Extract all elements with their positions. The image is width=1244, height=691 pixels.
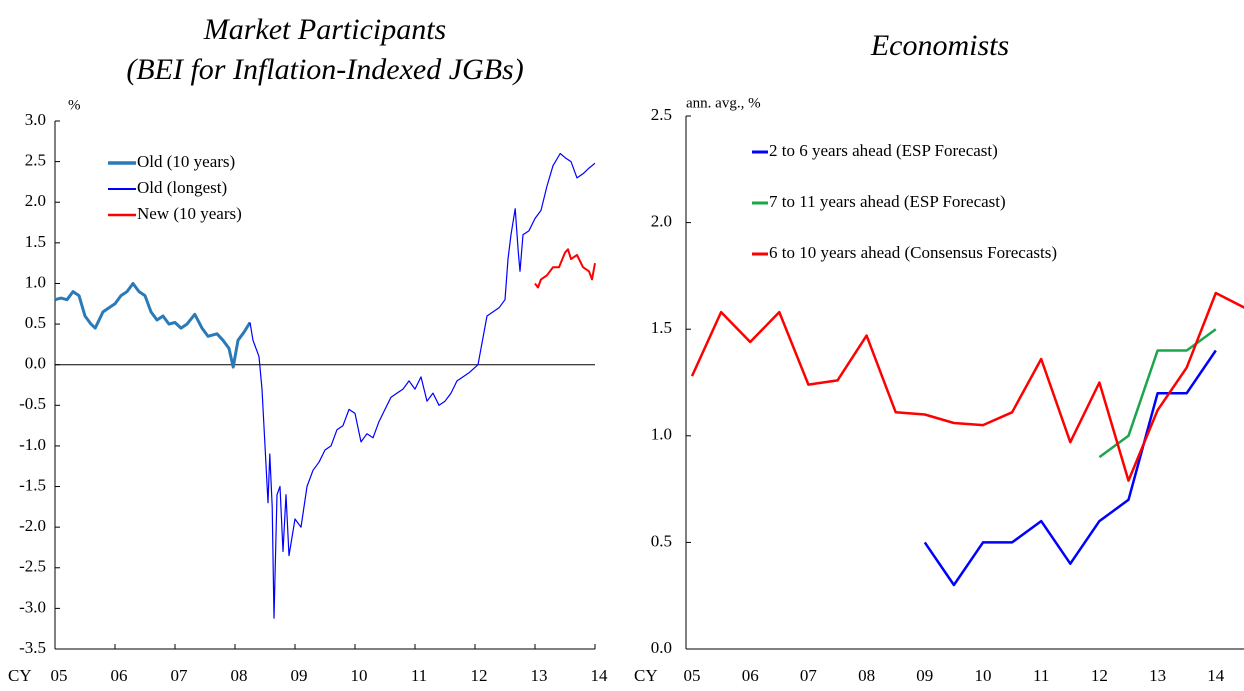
x-tick-label: 13 <box>1149 666 1166 685</box>
y-tick-label: 2.5 <box>651 105 672 124</box>
y-tick-label: -2.0 <box>19 516 46 535</box>
y-tick-label: 1.0 <box>651 425 672 444</box>
x-tick-label: 14 <box>1207 666 1225 685</box>
chart-title: Market Participants <box>203 13 446 46</box>
y-tick-label: -0.5 <box>19 394 46 413</box>
series-line <box>923 349 1217 587</box>
x-tick-label: 13 <box>531 666 548 685</box>
y-tick-label: 2.0 <box>25 191 46 210</box>
legend-label: 7 to 11 years ahead (ESP Forecast) <box>769 192 1006 211</box>
y-tick-label: 1.0 <box>25 272 46 291</box>
chart-title: (BEI for Inflation-Indexed JGBs) <box>126 53 523 86</box>
x-tick-label: 11 <box>1033 666 1049 685</box>
x-tick-label: 10 <box>351 666 368 685</box>
y-tick-label: -2.5 <box>19 557 46 576</box>
x-tick-label: 08 <box>858 666 875 685</box>
y-tick-label: 0.5 <box>25 313 46 332</box>
legend-label: Old (10 years) <box>137 152 235 171</box>
y-tick-label: -1.5 <box>19 475 46 494</box>
y-tick-label: 2.5 <box>25 151 46 170</box>
x-tick-label: 05 <box>684 666 701 685</box>
y-tick-label: 1.5 <box>25 232 46 251</box>
legend-label: Old (longest) <box>137 178 227 197</box>
x-axis-label: CY <box>8 666 32 685</box>
y-tick-label: -3.0 <box>19 597 46 616</box>
x-tick-label: 07 <box>800 666 818 685</box>
y-tick-label: 3.0 <box>25 110 46 129</box>
legend-label: 2 to 6 years ahead (ESP Forecast) <box>769 141 998 160</box>
x-axis-label: CY <box>634 666 658 685</box>
series-line <box>54 282 252 369</box>
x-tick-label: 06 <box>742 666 759 685</box>
x-tick-label: 08 <box>231 666 248 685</box>
x-tick-label: 12 <box>1091 666 1108 685</box>
x-tick-label: 12 <box>471 666 488 685</box>
x-tick-label: 09 <box>916 666 933 685</box>
series-line <box>690 291 1244 482</box>
y-tick-label: 0.5 <box>651 531 672 550</box>
y-tick-label: 2.0 <box>651 212 672 231</box>
y-tick-label: 1.5 <box>651 318 672 337</box>
legend-label: New (10 years) <box>137 204 242 223</box>
x-tick-label: 06 <box>111 666 128 685</box>
x-tick-label: 10 <box>975 666 992 685</box>
y-axis-label: ann. avg., % <box>686 95 761 111</box>
series-line <box>249 152 596 619</box>
y-axis-label: % <box>68 97 81 113</box>
legend-label: 6 to 10 years ahead (Consensus Forecasts… <box>769 243 1057 262</box>
x-tick-label: 05 <box>51 666 68 685</box>
y-tick-label: 0.0 <box>651 638 672 657</box>
y-tick-label: -1.0 <box>19 435 46 454</box>
y-tick-label: -3.5 <box>19 638 46 657</box>
y-tick-label: 0.0 <box>25 354 46 373</box>
x-tick-label: 07 <box>171 666 189 685</box>
series-line <box>534 248 596 289</box>
chart-title: Economists <box>870 29 1009 62</box>
x-tick-label: 09 <box>291 666 308 685</box>
x-tick-label: 11 <box>411 666 427 685</box>
x-tick-label: 14 <box>591 666 609 685</box>
